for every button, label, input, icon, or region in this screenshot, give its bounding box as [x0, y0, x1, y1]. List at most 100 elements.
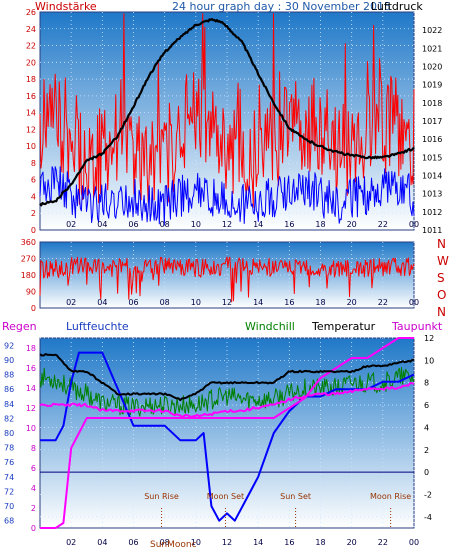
- time-tick-label: 14: [253, 298, 263, 307]
- temperature-plot-area: [39, 337, 415, 529]
- pressure-tick-label: 1020: [422, 63, 442, 72]
- humidity-tick-label: 92: [4, 341, 14, 350]
- rain-tick-label: 6: [31, 464, 36, 473]
- sun-moon-events: Sun Rise Moon Set Sun Set Moon Rise: [144, 492, 411, 528]
- temperature-tick-label: 8: [424, 379, 429, 388]
- time-tick-label: 12: [222, 298, 232, 307]
- pressure-tick-label: 1015: [422, 153, 442, 162]
- temperature-humidity-panel: Sun Rise Moon Set Sun Set Moon Rise 6870727…: [4, 334, 434, 550]
- time-tick-label: 04: [97, 538, 107, 547]
- temperature-tick-label: 4: [424, 423, 429, 432]
- wind-pressure-time-ticks: 02 04 06 08 10 12 14 16 18 20 22 00: [66, 220, 419, 229]
- time-tick-label: 04: [97, 220, 107, 229]
- legend-temperature: Temperatur: [311, 320, 376, 333]
- wind-speed-tick-label: 14: [26, 109, 36, 118]
- rain-tick-label: 16: [26, 364, 36, 373]
- wind-direction-series: [39, 256, 415, 303]
- time-tick-label: 10: [191, 298, 201, 307]
- wind-speed-tick-label: 24: [26, 25, 36, 34]
- temperature-tick-label: -4: [424, 513, 432, 522]
- pressure-label: Luftdruck: [371, 0, 423, 13]
- temperature-series: [39, 337, 415, 529]
- humidity-tick-label: 90: [4, 356, 14, 365]
- rain-tick-label: 2: [31, 504, 36, 513]
- pressure-tick-label: 1016: [422, 135, 442, 144]
- temperature-axis-ticks: -4 -2 0 2 4 6 8 10 12: [424, 334, 434, 522]
- rain-tick-label: 8: [31, 444, 36, 453]
- wind-speed-tick-label: 26: [26, 8, 36, 17]
- time-tick-label: 16: [284, 298, 294, 307]
- time-tick-label: 16: [284, 538, 294, 547]
- rain-tick-label: 4: [31, 484, 36, 493]
- time-tick-label: 06: [128, 220, 138, 229]
- wind-direction-degree-ticks: 0 90 180 270 360: [21, 238, 36, 313]
- temperature-time-ticks: 02 04 06 08 10 12 14 16 18 20 22 00: [66, 538, 419, 547]
- time-tick-label: 22: [378, 298, 388, 307]
- direction-degree-label: 90: [26, 288, 36, 297]
- windchill-line: [39, 367, 415, 417]
- time-tick-label: 20: [347, 298, 357, 307]
- event-label: Moon Rise: [370, 492, 411, 501]
- dewpoint-line: [39, 382, 415, 419]
- time-tick-label: 00: [409, 298, 419, 307]
- legend-humidity: Luftfeuchte: [66, 320, 129, 333]
- compass-letter: N: [437, 237, 446, 251]
- temperature-tick-label: -2: [424, 490, 432, 499]
- event-label: Moon Set: [207, 492, 244, 501]
- chart-title: 24 hour graph day : 30 November 2015: [172, 0, 391, 13]
- humidity-tick-label: 82: [4, 414, 14, 423]
- time-tick-label: 18: [315, 298, 325, 307]
- wind-gust-line: [39, 13, 415, 208]
- time-tick-label: 12: [222, 220, 232, 229]
- rain-tick-label: 14: [26, 384, 36, 393]
- time-tick-label: 00: [409, 538, 419, 547]
- wind-speed-tick-label: 4: [31, 192, 36, 201]
- time-tick-label: 10: [191, 220, 201, 229]
- direction-degree-label: 180: [21, 271, 36, 280]
- compass-letter: S: [437, 271, 445, 285]
- pressure-tick-label: 1011: [422, 226, 442, 235]
- direction-degree-label: 270: [21, 255, 36, 264]
- pressure-line: [39, 18, 415, 207]
- event-label: Sun Rise: [144, 492, 179, 501]
- time-tick-label: 08: [160, 538, 170, 547]
- rain-tick-label: 12: [26, 404, 36, 413]
- humidity-line: [40, 351, 415, 522]
- time-tick-label: 08: [160, 220, 170, 229]
- pressure-tick-label: 1017: [422, 117, 442, 126]
- humidity-tick-label: 86: [4, 385, 14, 394]
- rain-line: [40, 337, 414, 529]
- temperature-tick-label: 2: [424, 446, 429, 455]
- wind-speed-tick-label: 10: [26, 142, 36, 151]
- time-tick-label: 20: [347, 538, 357, 547]
- pressure-tick-label: 1012: [422, 208, 442, 217]
- wind-direction-time-ticks: 02 04 06 08 10 12 14 16 18 20 22 00: [66, 298, 419, 307]
- wind-pressure-series: [39, 13, 415, 226]
- time-tick-label: 14: [253, 220, 263, 229]
- time-tick-label: 22: [378, 538, 388, 547]
- pressure-tick-label: 1021: [422, 44, 442, 53]
- time-tick-label: 00: [409, 220, 419, 229]
- compass-letter: N: [437, 305, 446, 319]
- time-tick-label: 02: [66, 298, 76, 307]
- rain-tick-label: 0: [31, 524, 36, 533]
- wind-speed-tick-label: 12: [26, 125, 36, 134]
- time-tick-label: 18: [315, 220, 325, 229]
- legend-dewpoint: Taupunkt: [391, 320, 443, 333]
- temperature-tick-label: 10: [424, 356, 434, 365]
- humidity-tick-label: 76: [4, 458, 14, 467]
- wind-direction-line: [39, 256, 415, 303]
- time-tick-label: 08: [160, 298, 170, 307]
- time-tick-label: 06: [128, 538, 138, 547]
- direction-degree-label: 360: [21, 238, 36, 247]
- wind-speed-tick-label: 8: [31, 159, 36, 168]
- wind-speed-tick-label: 2: [31, 209, 36, 218]
- time-tick-label: 06: [128, 298, 138, 307]
- wind-speed-tick-label: 20: [26, 58, 36, 67]
